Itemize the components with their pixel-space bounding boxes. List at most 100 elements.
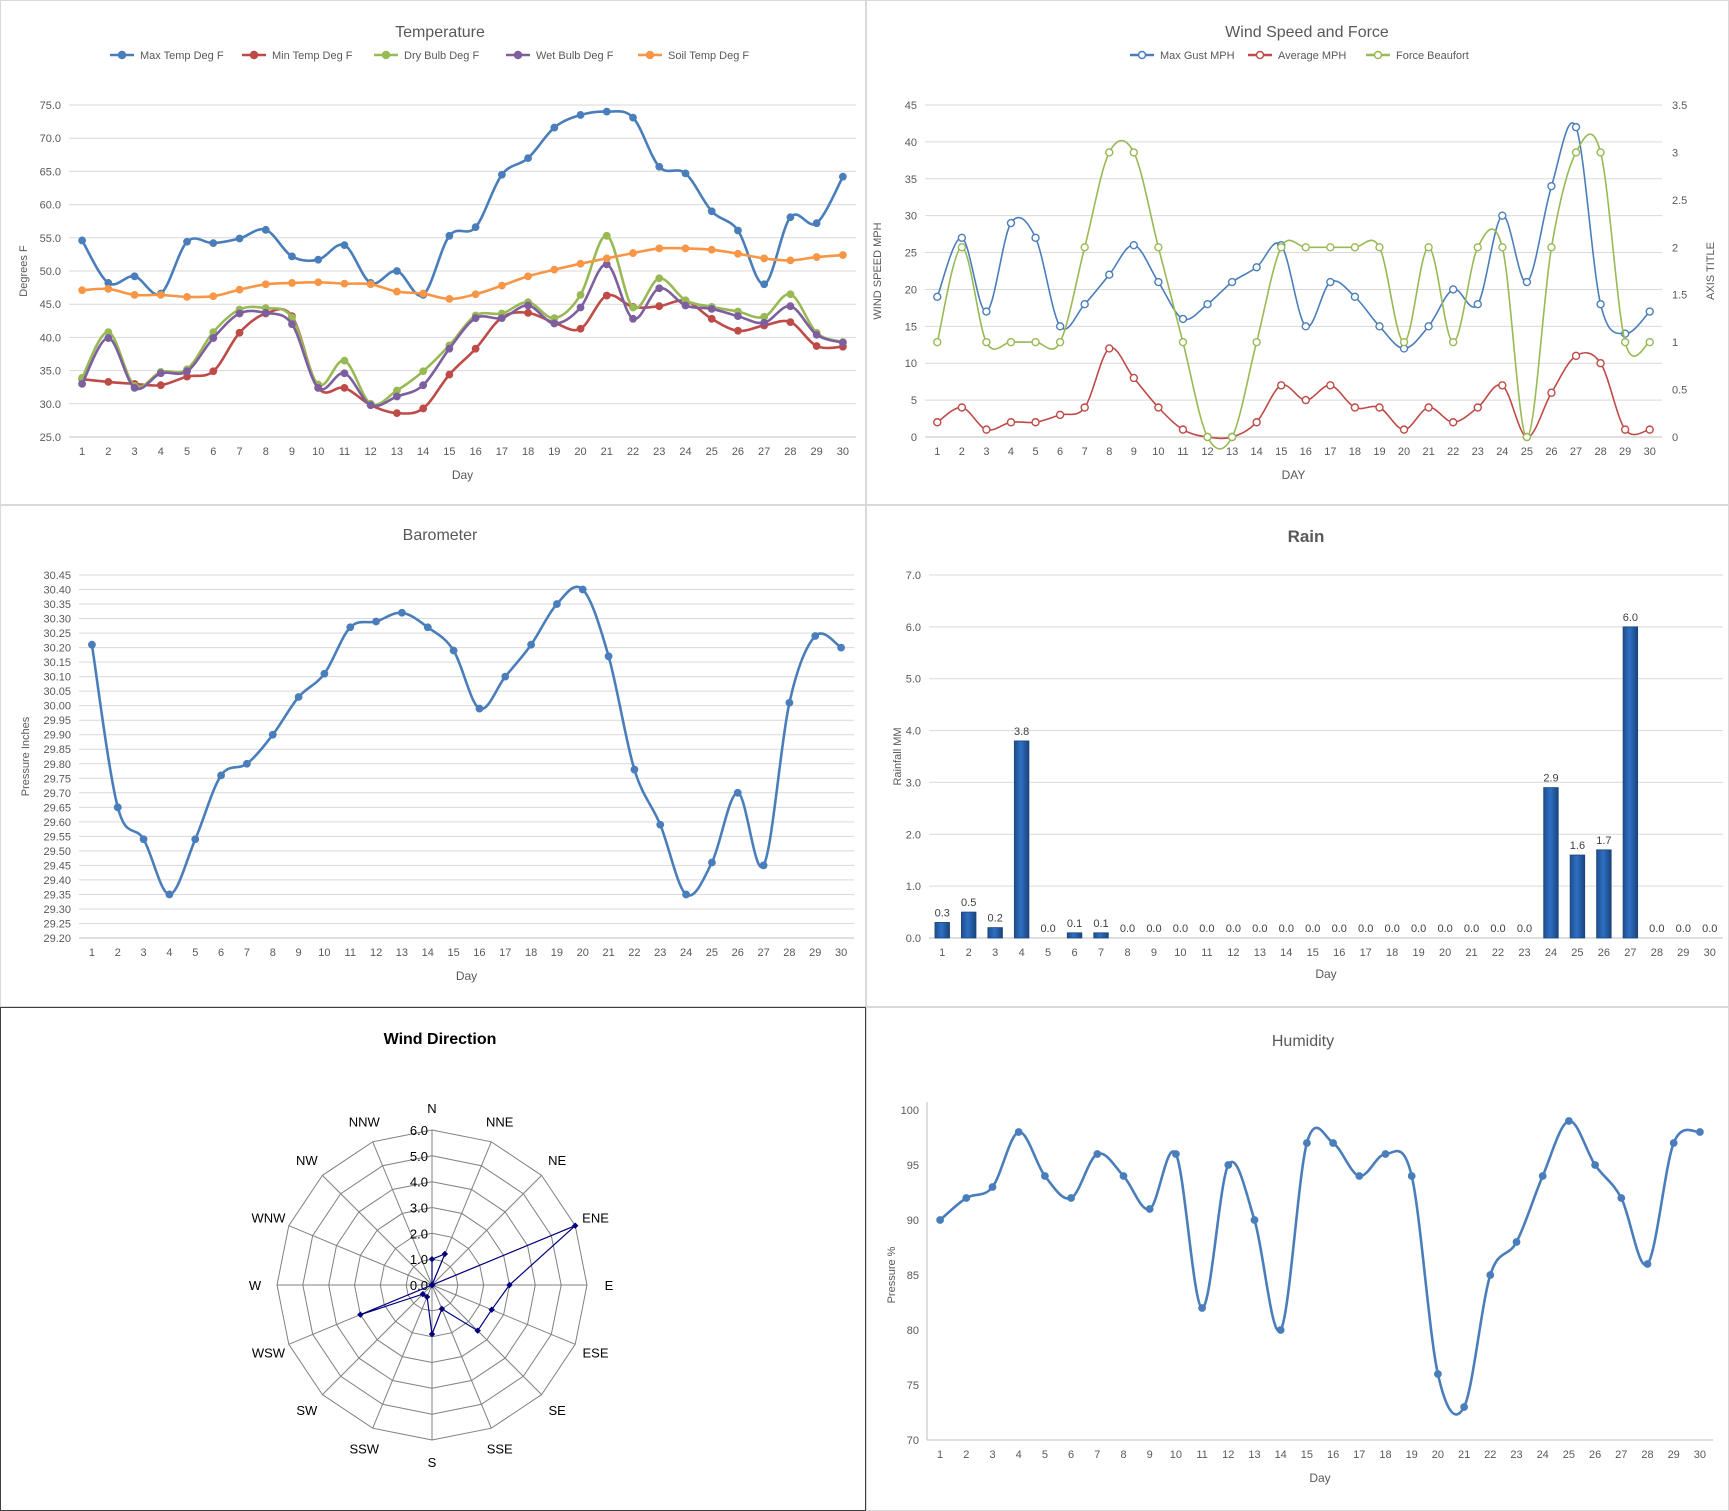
data-point [1591, 1161, 1599, 1169]
rain-chart-panel: Rain 0.0 1.0 2.0 3.0 4.0 5.0 6.0 7.0 0.3 1 0.5 2 0.2 3… [866, 505, 1729, 1007]
x-tick-label: 9 [296, 947, 302, 959]
direction-label: WNW [252, 1210, 287, 1225]
x-tick-label: 2 [115, 947, 121, 959]
radar-series-line [360, 1225, 576, 1335]
data-point [1250, 1216, 1259, 1224]
data-point [1224, 1161, 1233, 1169]
data-point [366, 280, 375, 289]
y-tick-label: 29.60 [43, 817, 71, 829]
y-tick-label: 4.0 [906, 726, 921, 738]
y-tick-label: 29.85 [43, 744, 71, 756]
x-tick-label: 23 [653, 446, 665, 458]
data-point [734, 249, 742, 258]
data-point [1014, 1128, 1023, 1136]
data-point [527, 640, 535, 649]
direction-label: WSW [252, 1346, 286, 1361]
x-tick-label: 17 [496, 446, 508, 458]
data-point [1277, 381, 1286, 390]
x-tick-label: 24 [1537, 1449, 1549, 1461]
data-point [655, 274, 664, 283]
x-tick-label: 6 [1068, 1449, 1074, 1461]
y2-tick-label: 0.5 [1672, 385, 1687, 397]
data-point [428, 1255, 436, 1263]
data-point [933, 292, 942, 302]
x-tick-label: 28 [1651, 947, 1663, 959]
series-line [936, 133, 1651, 450]
data-point [1154, 243, 1163, 252]
radial-tick-label: 6.0 [410, 1123, 428, 1138]
data-point [655, 244, 664, 253]
data-point [1031, 418, 1040, 427]
data-point [235, 234, 244, 243]
x-tick-label: 17 [1324, 446, 1336, 458]
x-tick-label: 6 [210, 446, 216, 458]
x-tick-label: 18 [1386, 947, 1398, 959]
data-point [655, 162, 664, 171]
x-tick-label: 20 [1398, 446, 1410, 458]
x-tick-label: 5 [1042, 1449, 1048, 1461]
x-tick-label: 16 [469, 446, 481, 458]
data-point [1154, 277, 1163, 287]
wind-direction-chart: Wind Direction N NNE NE ENE E ESE SE SSE S SSW SW WS… [249, 1031, 614, 1470]
series-line [82, 246, 843, 301]
y2-tick-label: 2 [1672, 242, 1678, 254]
y-tick-label: 3.0 [906, 777, 921, 789]
radar-spoke [372, 1284, 433, 1429]
data-point [288, 320, 296, 329]
series-line [80, 109, 845, 297]
data-point [760, 318, 769, 327]
x-tick-label: 22 [627, 446, 639, 458]
y-tick-label: 30.25 [43, 628, 71, 640]
x-tick-label: 1 [89, 947, 95, 959]
x-tick-label: 11 [1177, 446, 1188, 458]
x-tick-label: 17 [1360, 947, 1372, 959]
x-tick-label: 27 [1624, 947, 1636, 959]
data-point [936, 1216, 945, 1224]
bar-value-label: 0.3 [935, 907, 950, 919]
x-tick-label: 23 [1510, 1449, 1522, 1461]
legend-marker [513, 50, 523, 60]
x-tick-label: 26 [732, 446, 744, 458]
data-point [314, 255, 323, 264]
radar-spoke [431, 1284, 492, 1429]
x-tick-label: 22 [628, 947, 640, 959]
bar-value-label: 0.0 [1146, 923, 1161, 935]
direction-label: W [249, 1278, 262, 1293]
legend-item: Max Gust MPH [1130, 50, 1235, 62]
radial-tick-label: 5.0 [410, 1149, 428, 1164]
data-point [604, 652, 613, 661]
x-tick-label: 15 [447, 947, 459, 959]
x-tick-label: 8 [270, 947, 276, 959]
bar-value-label: 0.0 [1385, 923, 1400, 935]
data-point [655, 302, 664, 311]
x-tick-label: 22 [1484, 1449, 1496, 1461]
rain-bar [934, 922, 950, 939]
data-point [1620, 425, 1630, 434]
bar-value-label: 0.0 [1702, 923, 1717, 935]
x-tick-label: 3 [132, 446, 138, 458]
y-tick-label: 30.35 [43, 599, 71, 611]
x-tick-label: 27 [1615, 1449, 1627, 1461]
data-point [576, 324, 585, 333]
series-group [78, 244, 847, 303]
data-point [681, 244, 690, 253]
data-point [1145, 1205, 1154, 1213]
y-tick-label: 6.0 [906, 622, 921, 634]
x-tick-label: 9 [1151, 947, 1157, 959]
series-group [78, 107, 847, 299]
data-point [957, 403, 967, 412]
x-tick-label: 29 [1677, 947, 1689, 959]
y2-tick-label: 3.5 [1672, 100, 1687, 112]
bar-value-label: 0.0 [1252, 923, 1267, 935]
data-point [786, 318, 795, 327]
y-tick-label: 25 [905, 248, 917, 260]
data-point [988, 1183, 997, 1191]
data-point [1547, 388, 1556, 397]
data-point [104, 334, 113, 342]
bar-value-label: 2.9 [1543, 773, 1558, 785]
x-tick-label: 3 [141, 947, 147, 959]
data-point [1620, 337, 1630, 347]
bar-value-label: 0.5 [961, 897, 976, 909]
data-point [183, 292, 191, 301]
chart-title: Humidity [1272, 1033, 1334, 1050]
